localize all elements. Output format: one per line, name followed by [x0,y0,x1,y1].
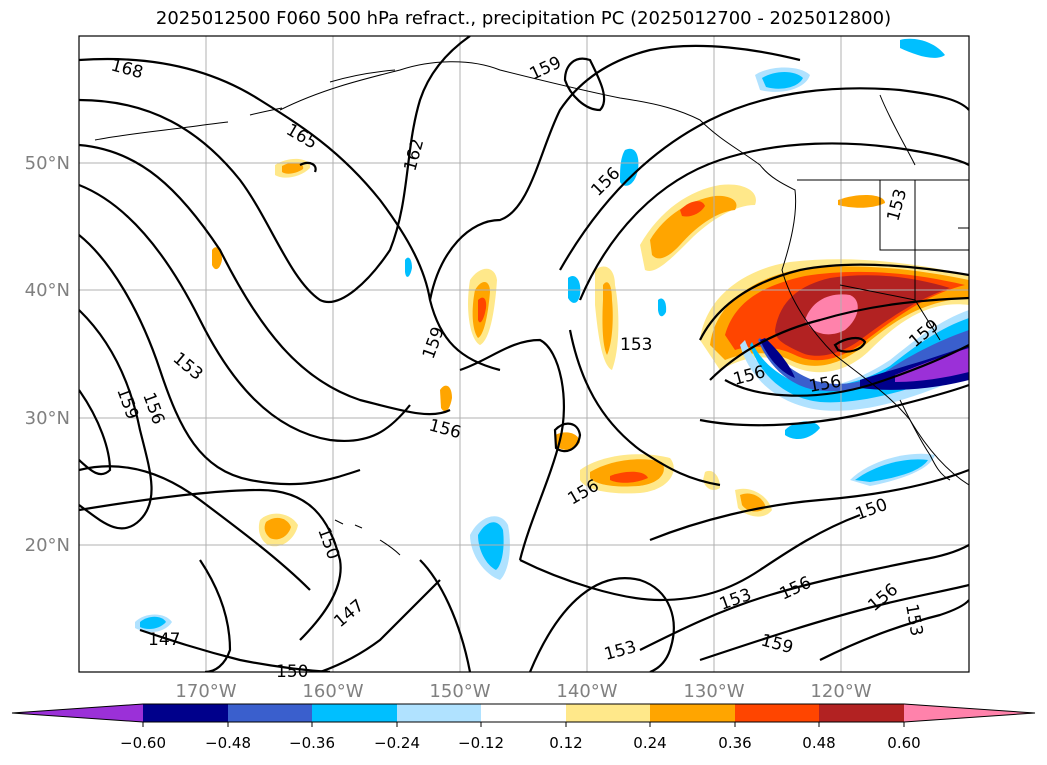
colorbar-bin [481,704,566,722]
colorbar-tick-label: 0.12 [549,734,582,752]
colorbar-bin [735,704,819,722]
contour-label: 150 [276,662,308,682]
colorbar-tick-label: 0.48 [802,734,835,752]
colorbar-tick-label: −0.60 [120,734,166,752]
colorbar-tick-label: 0.36 [718,734,751,752]
lon-label: 170°W [175,681,236,702]
colorbar-bin [228,704,312,722]
colorbar-extend-max [904,704,1035,722]
lon-label: 150°W [429,681,490,702]
lon-label: 160°W [302,681,363,702]
colorbar: −0.60 −0.48 −0.36 −0.24 −0.12 0.12 0.24 … [11,703,1036,752]
lat-label: 30°N [25,408,70,429]
lon-label: 130°W [683,681,744,702]
coastlines [94,61,969,556]
colorbar-bin [819,704,904,722]
contour-label: 147 [148,630,180,650]
lon-label: 140°W [556,681,617,702]
longitude-labels: 170°W 160°W 150°W 140°W 130°W 120°W [175,681,871,702]
latitude-labels: 50°N 40°N 30°N 20°N [25,153,70,556]
colorbar-tick-label: −0.48 [205,734,251,752]
colorbar-tick-label: 0.60 [887,734,920,752]
colorbar-bin [397,704,481,722]
lat-label: 20°N [25,535,70,556]
map-title: 2025012500 F060 500 hPa refract., precip… [155,8,892,29]
colorbar-bin [650,704,735,722]
refractivity-contours [79,36,969,672]
colorbar-tick-label: 0.24 [633,734,666,752]
colorbar-tick-label: −0.24 [374,734,420,752]
colorbar-tick-label: −0.12 [458,734,504,752]
contour-label: 153 [620,335,652,355]
colorbar-bin [566,704,650,722]
colorbar-bin [312,704,397,722]
map-frame [78,35,970,673]
colorbar-extend-min [12,704,143,722]
lon-label: 120°W [810,681,871,702]
lat-label: 40°N [25,280,70,301]
graticule [79,36,969,672]
colorbar-bin [143,704,228,722]
lat-label: 50°N [25,153,70,174]
colorbar-tick-label: −0.36 [289,734,335,752]
